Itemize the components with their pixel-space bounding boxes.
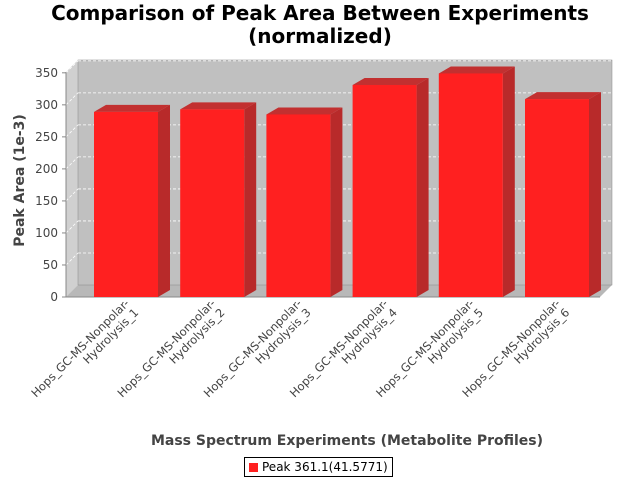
y-axis-title: Peak Area (1e-3) [12,114,28,247]
legend-swatch [249,462,258,472]
bar-side [158,104,170,297]
bar-side [416,77,429,297]
bar-front [266,114,331,297]
bar-front [352,84,417,297]
bar [438,66,515,297]
bar-top [180,102,257,110]
x-axis-title: Mass Spectrum Experiments (Metabolite Pr… [151,433,543,449]
bar [352,77,429,297]
bar-side [244,102,257,297]
chart-title-line-1: Comparison of Peak Area Between Experime… [51,1,589,25]
bar-top [94,104,170,112]
bar-front [180,109,245,297]
gridline [65,92,79,106]
bar-side [330,107,343,297]
gridline [65,252,79,266]
y-tick-label: 150 [35,194,58,208]
y-tick-label: 350 [35,66,58,80]
bar-front [94,111,158,297]
plot-side-wall [66,60,78,297]
gridline [65,188,79,202]
bar-side [502,66,515,297]
bar [180,102,257,297]
gridline [65,220,79,234]
bar-top [266,107,343,115]
bar-side [589,92,601,298]
y-tick-label: 50 [43,258,58,272]
gridline [65,156,79,170]
y-tick-label: 0 [50,290,58,304]
bar-top [438,66,515,74]
y-tick-label: 200 [35,162,58,176]
chart-title: Comparison of Peak Area Between Experime… [0,2,640,48]
bar-top [525,92,601,100]
bar-front [525,99,589,298]
legend-label: Peak 361.1(41.5771) [262,460,388,474]
bar-top [352,77,429,85]
y-tick-label: 300 [35,98,58,112]
chart-title-line-2: (normalized) [248,24,392,48]
bar-front [438,73,503,297]
bar [266,107,343,297]
legend: Peak 361.1(41.5771) [244,457,393,477]
x-tick-label-line: Hops_GC-MS-Nonpolar- [28,296,132,400]
bar [525,92,601,298]
bar [94,104,170,297]
y-tick-label: 100 [35,226,58,240]
gridline [65,124,79,138]
gridline [65,60,79,74]
y-tick-label: 250 [35,130,58,144]
